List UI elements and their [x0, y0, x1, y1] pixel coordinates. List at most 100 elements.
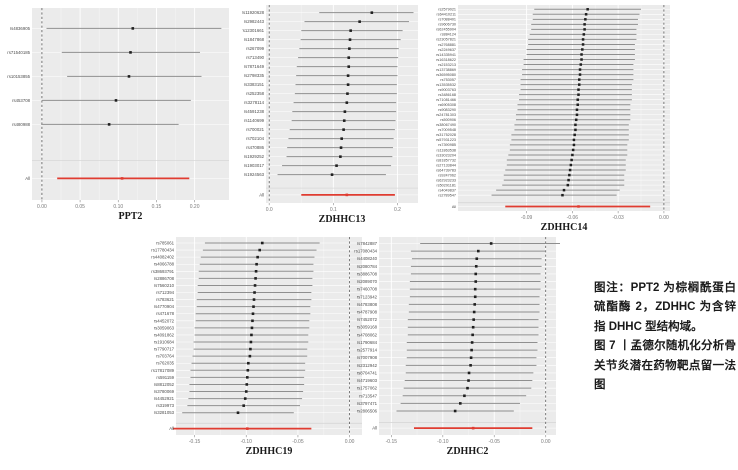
x-tick-label: 0.0 [266, 207, 273, 213]
point-estimate [489, 242, 493, 245]
forest-row: rs7009548 [438, 128, 629, 132]
forest-row: rs10153855 [7, 74, 202, 79]
snp-label: rs2886708 [154, 276, 175, 281]
point-estimate [475, 257, 479, 261]
plot-panel [176, 237, 362, 435]
forest-row: rs470886 [246, 145, 393, 150]
forest-row: rs762035 [156, 361, 306, 366]
point-estimate [581, 43, 585, 46]
all-label: All [452, 205, 456, 209]
forest-row: rs1790684 [357, 340, 538, 345]
x-tick-label: -0.15 [386, 439, 398, 445]
snp-label: rs2249637 [438, 48, 456, 52]
forest-row: rs884124 [440, 33, 637, 37]
forest-row: rs27133844 [436, 163, 626, 167]
forest-row: rs480988 [12, 122, 179, 127]
forest-row: rs4408240 [357, 256, 542, 261]
point-estimate [346, 74, 350, 77]
point-estimate [253, 291, 256, 294]
snp-label: rs71081466 [436, 98, 456, 102]
point-estimate [347, 65, 351, 68]
forest-row: rs3797471 [357, 401, 520, 406]
forest-row: rs1140699 [244, 118, 396, 123]
forest-row: rs1910684 [154, 340, 309, 345]
snp-label: rs703764 [156, 354, 175, 359]
forest-svg-zdhhc14: rs2579021rs64410211rs7088401rs9606730rs6… [436, 5, 670, 233]
forest-plot-zdhhc14: rs2579021 rs64410211 rs7088401 rs9606730 rs6… [424, 3, 674, 235]
snp-label: rs9247062 [438, 173, 456, 177]
snp-label: rs762035 [156, 361, 175, 366]
snp-label: rs1790684 [357, 340, 378, 345]
forest-row: rs2089070 [357, 279, 541, 284]
point-estimate [570, 158, 573, 162]
snp-label: rs44082402 [151, 255, 174, 260]
point-estimate [256, 255, 259, 259]
point-estimate [477, 249, 480, 253]
point-estimate [114, 99, 118, 102]
snp-label: rs7460708 [357, 287, 378, 292]
snp-label: rs17780434 [151, 248, 174, 253]
forest-row: rs2886708 [154, 276, 313, 281]
forest-row-all: All [169, 426, 312, 431]
snp-label: rs16318622 [436, 58, 456, 62]
point-estimate [581, 48, 584, 51]
point-estimate [471, 333, 474, 337]
snp-label: rs2312942 [357, 363, 378, 368]
forest-row: rs62455904 [436, 28, 637, 32]
snp-label: rs9003763 [438, 88, 456, 92]
snp-label: rs7842887 [357, 241, 378, 246]
snp-label: rs7790717 [154, 347, 175, 352]
point-estimate [250, 326, 254, 330]
all-point-estimate [120, 177, 124, 180]
point-estimate [254, 277, 257, 280]
snp-label: rs17817089 [151, 368, 174, 373]
point-estimate [339, 146, 343, 149]
snp-label: rs4787908 [357, 310, 378, 315]
x-tick-label: 0.00 [345, 439, 355, 445]
forest-row: rs50291181 [436, 183, 625, 187]
point-estimate [473, 295, 477, 299]
point-estimate [567, 178, 570, 182]
snp-label: rs4708062 [357, 332, 378, 337]
point-estimate [469, 364, 472, 367]
forest-row: rs3780069 [154, 389, 304, 394]
forest-row: rs1924563 [244, 172, 386, 177]
forest-row: rs64410211 [436, 13, 640, 17]
snp-label: rs7560210 [154, 283, 175, 288]
snp-label: rs2579021 [438, 8, 456, 12]
point-estimate [258, 248, 261, 252]
forest-row: rs7460708 [357, 287, 541, 292]
x-tick-label: -0.09 [521, 215, 533, 221]
forest-row-all: All [452, 205, 651, 209]
forest-row: rs11920628 [242, 10, 414, 15]
snp-label: rs3059063 [154, 325, 175, 330]
forest-row: rs2080784 [357, 264, 542, 269]
x-tick-label: -0.05 [489, 439, 501, 445]
all-point-estimate [246, 427, 249, 430]
snp-label: rs1903017 [244, 163, 265, 168]
x-tick-label: -0.15 [189, 439, 201, 445]
snp-label: rs4066788 [154, 262, 175, 267]
forest-row: rs71081466 [436, 98, 632, 102]
point-estimate [251, 312, 255, 316]
snp-label: rs4091862 [154, 332, 175, 337]
point-estimate [568, 168, 572, 172]
forest-row: rs2789547 [438, 193, 617, 197]
forest-row: rs453708 [12, 98, 191, 103]
figure-text-block: 图注：PPT2 为棕榈酰蛋白硫酯酶 2，ZDHHC 为含锌指 DHHC 型结构域… [594, 279, 736, 395]
plot-title: ZDHHC13 [319, 214, 366, 225]
plot-title: ZDHHC2 [447, 446, 489, 457]
point-estimate [129, 51, 132, 54]
forest-row: rs24781303 [436, 113, 631, 117]
forest-row: rs2312942 [357, 363, 537, 368]
point-estimate [473, 287, 477, 291]
point-estimate [370, 11, 374, 14]
point-estimate [127, 75, 131, 78]
point-estimate [107, 123, 111, 126]
point-estimate [458, 402, 462, 405]
point-estimate [343, 110, 347, 113]
point-estimate [340, 137, 343, 140]
point-estimate [463, 394, 466, 398]
point-estimate [252, 305, 255, 308]
point-estimate [466, 386, 469, 390]
